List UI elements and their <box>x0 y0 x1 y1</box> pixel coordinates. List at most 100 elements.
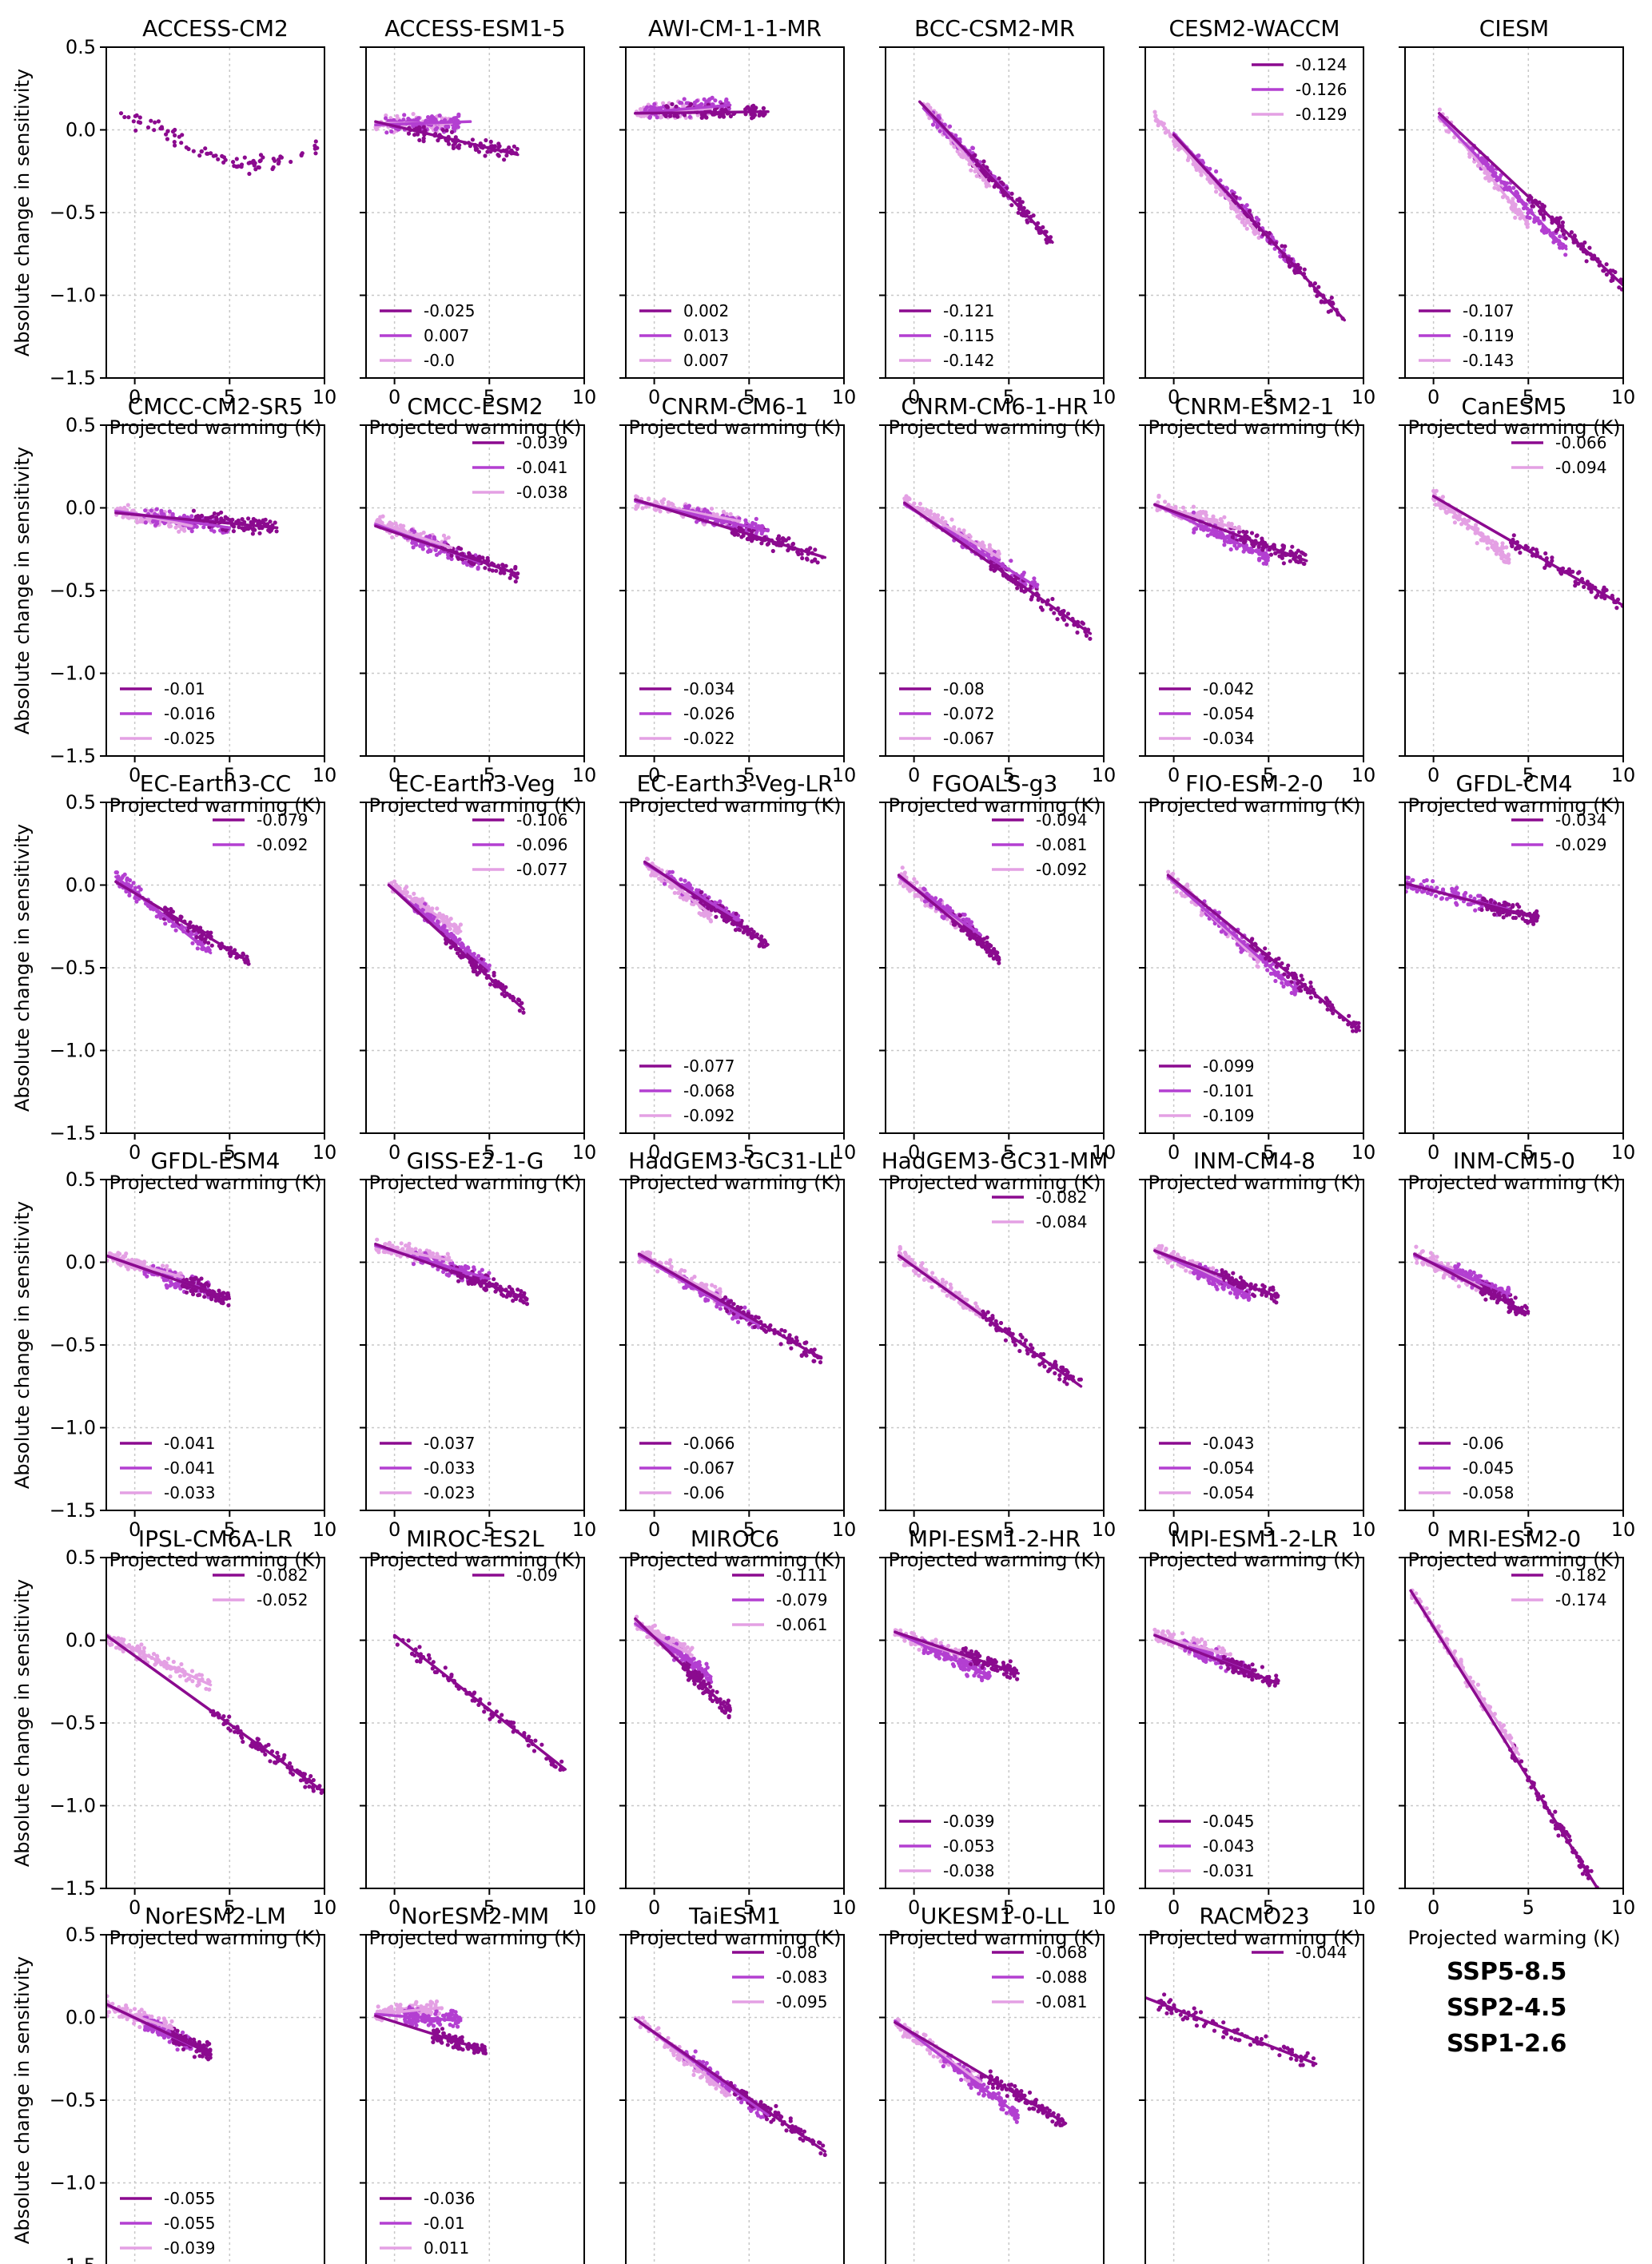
data-point <box>745 536 750 542</box>
legend-slope-value: -0.016 <box>164 704 215 723</box>
data-point <box>1558 234 1562 239</box>
data-point <box>194 935 199 940</box>
data-point <box>1230 535 1235 539</box>
legend-slope-value: -0.126 <box>1296 80 1347 99</box>
data-point <box>446 535 451 540</box>
data-point <box>710 95 715 100</box>
x-tick-label: 5 <box>224 764 236 786</box>
data-point <box>197 153 202 158</box>
data-point <box>232 164 237 169</box>
data-point <box>152 128 157 133</box>
data-point <box>666 500 671 505</box>
data-point <box>488 982 493 987</box>
x-tick-label: 10 <box>1611 764 1636 786</box>
data-point <box>456 556 461 561</box>
data-point <box>191 508 196 513</box>
data-point <box>1296 262 1300 268</box>
data-point <box>125 503 130 507</box>
data-point <box>717 114 723 119</box>
data-point <box>410 540 415 545</box>
data-point <box>708 919 714 924</box>
data-point <box>750 106 755 111</box>
data-point <box>434 552 440 557</box>
plot-area <box>1431 488 1623 611</box>
y-axis-label: Absolute change in sensitivity <box>11 1579 34 1867</box>
data-point <box>452 116 456 121</box>
data-point <box>678 895 683 900</box>
data-point <box>759 934 764 939</box>
data-point <box>1198 510 1203 515</box>
data-point <box>1244 203 1249 208</box>
x-axis-label: Projected warming (K) <box>109 794 321 817</box>
x-axis-label: Projected warming (K) <box>368 1172 581 1194</box>
slope-legend: -0.08-0.072-0.067 <box>899 679 994 748</box>
data-point <box>203 939 208 945</box>
data-point <box>1255 533 1260 538</box>
data-point <box>661 101 666 105</box>
legend-slope-value: -0.072 <box>943 704 994 723</box>
data-point <box>521 1010 526 1015</box>
data-point <box>417 137 422 142</box>
regression-line <box>634 109 770 115</box>
data-point <box>745 105 750 110</box>
data-point <box>465 563 470 567</box>
data-point <box>1017 199 1022 204</box>
data-point <box>167 509 172 514</box>
data-point <box>173 143 177 148</box>
data-point <box>1551 240 1556 245</box>
data-point <box>273 158 277 163</box>
data-point <box>987 953 992 958</box>
data-point <box>682 97 687 101</box>
data-point <box>412 891 416 896</box>
data-point <box>732 532 737 537</box>
data-point <box>746 527 752 532</box>
data-point <box>406 131 412 136</box>
subplot-title: ACCESS-CM2 <box>142 15 289 42</box>
data-point <box>1166 503 1171 507</box>
data-point <box>795 550 800 555</box>
regression-line <box>1431 495 1623 607</box>
data-point <box>440 128 445 133</box>
data-point <box>476 953 481 958</box>
data-point <box>937 129 942 133</box>
legend-slope-value: -0.077 <box>516 860 567 879</box>
data-point <box>206 941 211 945</box>
data-point <box>1518 551 1523 555</box>
data-point <box>488 139 493 144</box>
data-point <box>121 873 125 878</box>
data-point <box>240 517 245 522</box>
x-tick-label: 5 <box>1263 386 1275 408</box>
data-point <box>1452 135 1457 140</box>
data-point <box>1475 527 1480 531</box>
data-point <box>765 542 770 547</box>
x-tick-label: 10 <box>312 764 337 786</box>
data-point <box>164 132 169 137</box>
data-point <box>444 914 449 920</box>
data-point <box>473 969 478 974</box>
legend-slope-value: -0.054 <box>1203 704 1254 723</box>
y-tick-label: 0.5 <box>66 414 96 436</box>
data-point <box>1180 505 1186 510</box>
x-tick-label: 0 <box>388 386 400 408</box>
x-tick-label: 0 <box>908 386 920 408</box>
subplot-title: EC-Earth3-Veg-LR <box>637 770 834 797</box>
regression-line <box>902 501 1093 635</box>
data-point <box>211 153 216 158</box>
x-tick-label: 5 <box>1003 764 1015 786</box>
y-axis-label: Absolute change in sensitivity <box>11 824 34 1112</box>
data-point <box>421 125 426 129</box>
data-point <box>957 137 962 141</box>
data-point <box>435 919 440 924</box>
data-point <box>987 545 992 550</box>
legend-slope-value: -0.092 <box>257 835 308 854</box>
legend-slope-value: -0.119 <box>1463 326 1514 345</box>
data-point <box>724 919 729 924</box>
data-point <box>270 166 275 172</box>
data-point <box>1604 272 1609 277</box>
legend-slope-value: -0.01 <box>164 679 205 698</box>
data-point <box>437 113 442 118</box>
x-tick-label: 5 <box>1003 386 1015 408</box>
y-axis-label: Absolute change in sensitivity <box>11 447 34 734</box>
data-point <box>1563 253 1568 257</box>
